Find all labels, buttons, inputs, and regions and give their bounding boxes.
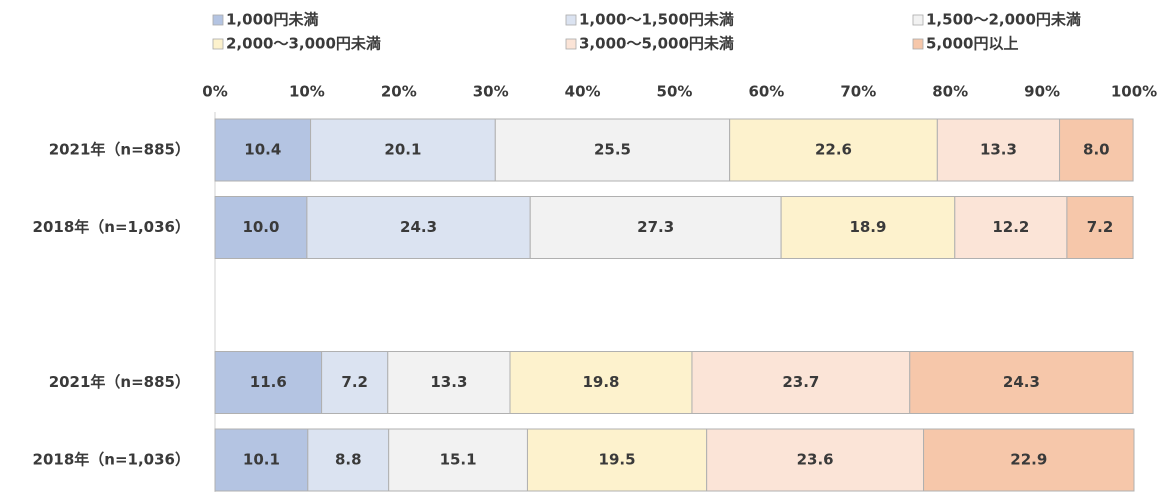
legend-label: 1,000円未満 — [226, 11, 318, 29]
value-label: 19.5 — [599, 451, 636, 469]
bar-segment — [321, 351, 389, 414]
value-label: 10.4 — [244, 141, 281, 159]
bar-segment — [691, 351, 911, 414]
bar-segment — [923, 428, 1135, 492]
value-label: 25.5 — [594, 141, 631, 159]
value-label: 13.3 — [430, 373, 467, 391]
bar-segment — [387, 351, 511, 414]
value-label: 24.3 — [1003, 373, 1040, 391]
bar-segment — [1066, 196, 1134, 259]
category-label: 2018年（n=1,036） — [33, 218, 190, 236]
bar-segment — [509, 351, 693, 414]
x-tick-label: 80% — [932, 83, 968, 101]
value-label: 13.3 — [980, 141, 1017, 159]
bar-segment — [780, 196, 956, 259]
value-label: 12.2 — [992, 218, 1029, 236]
value-label: 19.8 — [582, 373, 619, 391]
value-label: 23.7 — [782, 373, 819, 391]
bar-segment — [388, 428, 528, 492]
value-label: 8.8 — [335, 451, 362, 469]
x-tick-label: 100% — [1111, 83, 1157, 101]
value-label: 24.3 — [400, 218, 437, 236]
value-label: 27.3 — [637, 218, 674, 236]
legend-label: 5,000円以上 — [926, 35, 1018, 53]
value-label: 15.1 — [440, 451, 477, 469]
x-tick-label: 60% — [748, 83, 784, 101]
legend-swatch — [212, 38, 224, 50]
bar-segment — [909, 351, 1134, 414]
legend-label: 3,000～5,000円未満 — [579, 35, 734, 53]
legend-swatch — [565, 14, 577, 26]
value-label: 11.6 — [250, 373, 287, 391]
x-tick-label: 10% — [289, 83, 325, 101]
bar-segment — [494, 118, 731, 182]
x-tick-label: 30% — [473, 83, 509, 101]
value-label: 10.0 — [242, 218, 279, 236]
value-label: 10.1 — [243, 451, 280, 469]
category-label: 2021年（n=885） — [49, 373, 190, 391]
x-tick-label: 20% — [381, 83, 417, 101]
legend-swatch — [912, 38, 924, 50]
legend-label: 2,000～3,000円未満 — [226, 35, 381, 53]
bar-segment — [214, 428, 309, 492]
value-label: 8.0 — [1083, 141, 1110, 159]
bar-segment — [310, 118, 496, 182]
value-label: 22.6 — [815, 141, 852, 159]
value-label: 7.2 — [341, 373, 368, 391]
value-label: 20.1 — [384, 141, 421, 159]
legend-swatch — [912, 14, 924, 26]
legend-swatch — [212, 14, 224, 26]
x-tick-label: 40% — [565, 83, 601, 101]
x-tick-label: 50% — [657, 83, 693, 101]
bar-segment — [1059, 118, 1134, 182]
bar-segment — [306, 196, 531, 259]
category-label: 2021年（n=885） — [49, 141, 190, 159]
legend-label: 1,500～2,000円未満 — [926, 11, 1081, 29]
value-label: 7.2 — [1087, 218, 1114, 236]
value-label: 22.9 — [1010, 451, 1047, 469]
bar-segment — [706, 428, 925, 492]
x-tick-label: 0% — [202, 83, 227, 101]
bar-segment — [529, 196, 782, 259]
legend-swatch — [565, 38, 577, 50]
value-label: 23.6 — [797, 451, 834, 469]
category-label: 2018年（n=1,036） — [33, 451, 190, 469]
legend-label: 1,000～1,500円未満 — [579, 11, 734, 29]
bar-segment — [954, 196, 1068, 259]
x-tick-label: 70% — [840, 83, 876, 101]
bar-segment — [307, 428, 390, 492]
bar-segment — [526, 428, 708, 492]
value-label: 18.9 — [849, 218, 886, 236]
bar-segment — [214, 351, 323, 414]
x-tick-label: 90% — [1024, 83, 1060, 101]
